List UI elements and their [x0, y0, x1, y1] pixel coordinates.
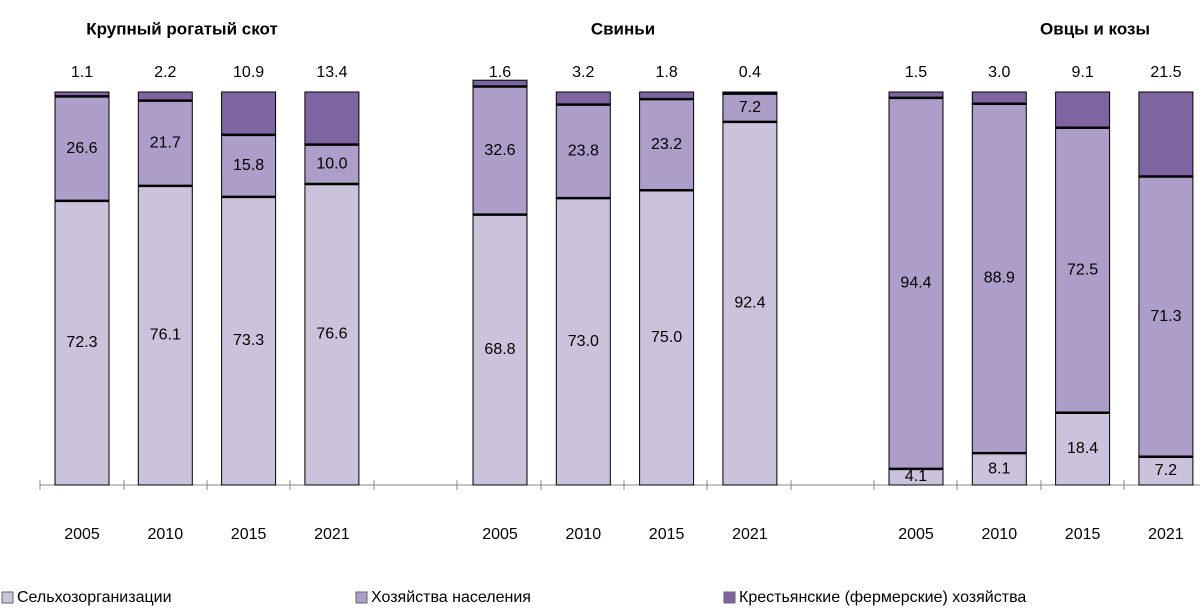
x-tick-label: 2021	[732, 526, 768, 543]
data-label: 21.7	[150, 135, 181, 152]
legend-swatch	[1, 591, 14, 604]
bar-segment	[888, 97, 944, 470]
data-label: 73.3	[233, 332, 264, 349]
data-label: 4.1	[905, 468, 927, 485]
data-label: 94.4	[900, 275, 931, 292]
data-label: 7.2	[1155, 462, 1177, 479]
bar-segment	[971, 452, 1027, 486]
bar-segment	[639, 189, 695, 486]
data-label: 73.0	[568, 333, 599, 350]
panel-title: Овцы и козы	[1040, 19, 1150, 38]
x-tick-label: 2015	[649, 526, 685, 543]
data-label: 1.5	[905, 64, 927, 81]
data-label: 88.9	[984, 270, 1015, 287]
bar-segment	[1055, 127, 1111, 414]
bar-segment	[304, 91, 360, 146]
data-label: 21.5	[1150, 64, 1181, 81]
bar-segment	[137, 91, 193, 102]
bar-segment	[304, 183, 360, 486]
bar-segment	[137, 100, 193, 187]
bar-segment	[555, 197, 611, 486]
legend-label: Хозяйства населения	[371, 589, 531, 606]
x-tick-label: 2010	[148, 526, 184, 543]
data-label: 72.5	[1067, 261, 1098, 278]
bar-segment	[54, 200, 110, 486]
data-label: 0.4	[739, 64, 761, 81]
bar-segment	[221, 91, 277, 136]
data-label: 1.1	[71, 64, 93, 81]
data-label: 15.8	[233, 157, 264, 174]
bar-segment	[137, 185, 193, 486]
data-label: 1.8	[655, 64, 677, 81]
x-tick-label: 2010	[566, 526, 602, 543]
panel-title: Крупный рогатый скот	[86, 19, 278, 38]
data-label: 1.6	[489, 64, 511, 81]
data-label: 3.0	[988, 64, 1010, 81]
data-label: 23.2	[651, 136, 682, 153]
bar-segment	[54, 95, 110, 202]
bar-segment	[1138, 456, 1194, 486]
bar-segment	[971, 91, 1027, 105]
data-label: 8.1	[988, 460, 1010, 477]
data-label: 32.6	[484, 142, 515, 159]
data-label: 76.1	[150, 327, 181, 344]
bar-segment	[639, 98, 695, 191]
legend-label: Крестьянские (фермерские) хозяйства	[739, 589, 1026, 606]
data-label: 92.4	[734, 295, 765, 312]
data-label: 10.0	[316, 156, 347, 173]
bar-segment	[221, 196, 277, 486]
bar-segment	[1055, 91, 1111, 129]
bar-segment	[555, 91, 611, 106]
bar-segment	[304, 144, 360, 185]
data-label: 23.8	[568, 143, 599, 160]
data-label: 3.2	[572, 64, 594, 81]
x-tick-label: 2005	[482, 526, 518, 543]
x-tick-label: 2005	[898, 526, 934, 543]
data-label: 10.9	[233, 64, 264, 81]
legend-label: Сельхозорганизации	[17, 589, 172, 606]
data-label: 7.2	[739, 99, 761, 116]
data-label: 72.3	[66, 334, 97, 351]
data-label: 26.6	[66, 140, 97, 157]
data-label: 13.4	[316, 64, 347, 81]
data-label: 9.1	[1071, 64, 1093, 81]
bar-segment	[971, 103, 1027, 454]
bar-segment	[221, 134, 277, 198]
data-label: 68.8	[484, 341, 515, 358]
x-tick-label: 2021	[314, 526, 350, 543]
bar-segment	[472, 85, 528, 216]
data-label: 2.2	[154, 64, 176, 81]
x-tick-label: 2021	[1148, 526, 1184, 543]
legend-swatch	[355, 591, 368, 604]
x-tick-label: 2010	[982, 526, 1018, 543]
panel-title: Свиньи	[591, 19, 655, 38]
bar-segment	[555, 104, 611, 199]
data-label: 71.3	[1150, 308, 1181, 325]
data-label: 75.0	[651, 329, 682, 346]
x-tick-label: 2015	[1065, 526, 1101, 543]
x-tick-label: 2005	[64, 526, 100, 543]
legend-swatch	[723, 591, 736, 604]
data-label: 18.4	[1067, 440, 1098, 457]
data-label: 76.6	[316, 326, 347, 343]
bar-segment	[722, 121, 778, 486]
bar-segment	[1138, 91, 1194, 177]
bar-segment	[472, 214, 528, 486]
x-tick-label: 2015	[231, 526, 267, 543]
